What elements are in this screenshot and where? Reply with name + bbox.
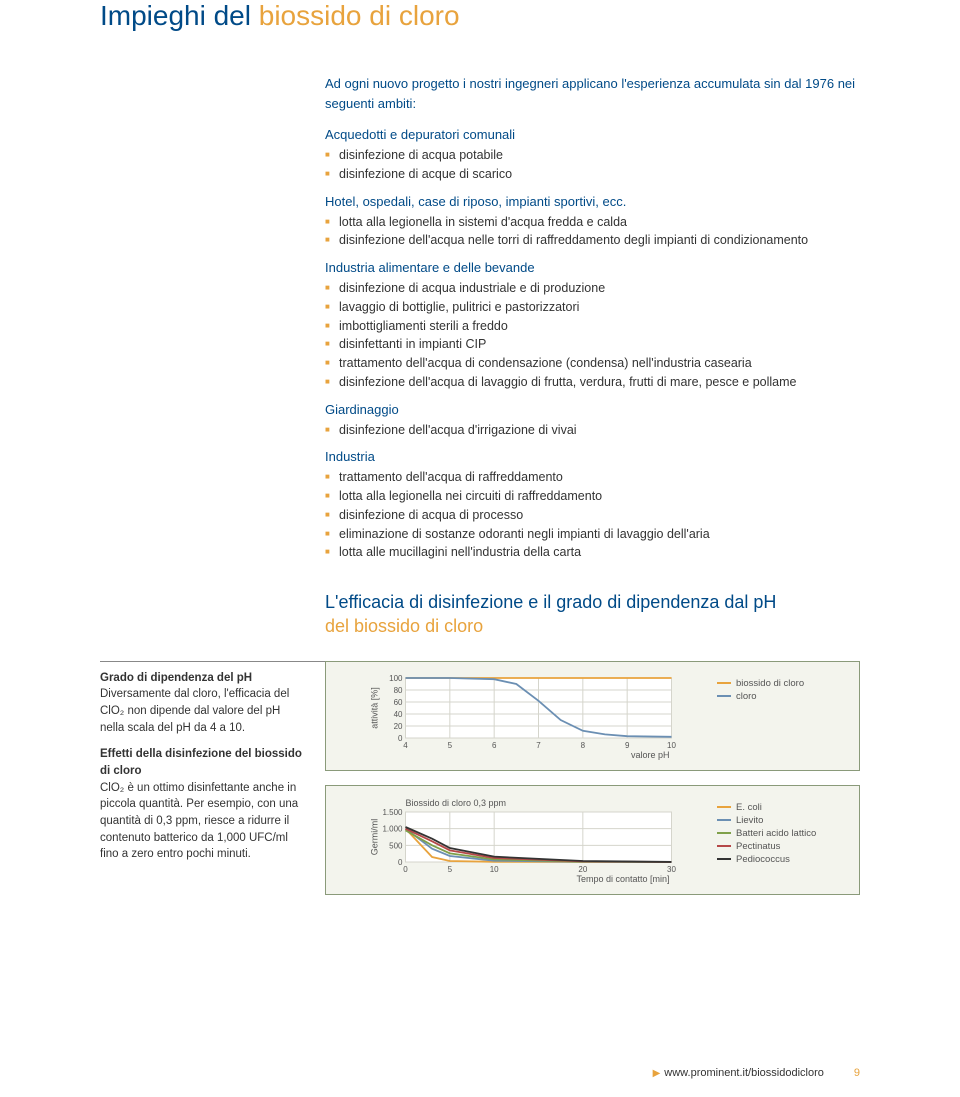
title-part-a: Impieghi del	[100, 0, 259, 31]
legend-label: Pediococcus	[736, 854, 790, 865]
legend-label: Pectinatus	[736, 841, 780, 852]
section-heading: Hotel, ospedali, case di riposo, impiant…	[325, 194, 860, 209]
svg-text:60: 60	[394, 698, 403, 707]
list-item: lotta alla legionella nei circuiti di ra…	[325, 487, 860, 506]
title-part-b: biossido di cloro	[259, 0, 460, 31]
sidebar-p1: Diversamente dal cloro, l'efficacia del …	[100, 688, 289, 733]
list-item: disinfezione dell'acqua di lavaggio di f…	[325, 373, 860, 392]
list-item: trattamento dell'acqua di condensazione …	[325, 354, 860, 373]
svg-text:4: 4	[403, 741, 408, 750]
svg-text:10: 10	[667, 741, 676, 750]
section-list: disinfezione dell'acqua d'irrigazione di…	[325, 421, 860, 440]
list-item: lotta alle mucillagini nell'industria de…	[325, 543, 860, 562]
list-item: imbottigliamenti sterili a freddo	[325, 317, 860, 336]
intro-text: Ad ogni nuovo progetto i nostri ingegner…	[325, 74, 860, 113]
legend-item: Pectinatus	[717, 841, 849, 852]
sections-container: Acquedotti e depuratori comunali disinfez…	[325, 127, 860, 562]
legend-label: cloro	[736, 691, 757, 702]
svg-text:8: 8	[581, 741, 586, 750]
legend-label: Batteri acido lattico	[736, 828, 816, 839]
svg-text:100: 100	[389, 674, 403, 683]
svg-text:80: 80	[394, 686, 403, 695]
page-title: Impieghi del biossido di cloro	[100, 0, 860, 32]
chart2-legend: E. coli Lievito Batteri acido lattico Pecti…	[709, 796, 849, 884]
svg-text:5: 5	[448, 741, 453, 750]
svg-text:0: 0	[403, 865, 408, 874]
legend-swatch	[717, 806, 731, 808]
svg-text:Germi/ml: Germi/ml	[370, 818, 380, 855]
chart2-plot: Biossido di cloro 0,3 ppm05001.0001.5000…	[336, 796, 709, 884]
chart1-plot: 02040608010045678910attività [%]valore p…	[336, 672, 709, 760]
svg-text:6: 6	[492, 741, 497, 750]
sidebar-column: Grado di dipendenza del pH Diversamente …	[100, 661, 325, 909]
legend-swatch	[717, 819, 731, 821]
page-footer: ▶ www.prominent.it/biossidodicloro 9	[653, 1067, 860, 1079]
legend-label: biossido di cloro	[736, 678, 804, 689]
footer-triangle-icon: ▶	[653, 1068, 661, 1079]
svg-text:valore pH: valore pH	[631, 750, 670, 760]
list-item: disinfezione di acqua potabile	[325, 146, 860, 165]
list-item: trattamento dell'acqua di raffreddamento	[325, 468, 860, 487]
list-item: lotta alla legionella in sistemi d'acqua…	[325, 213, 860, 232]
svg-text:1.000: 1.000	[382, 824, 403, 833]
list-item: disinfezione di acque di scarico	[325, 165, 860, 184]
section-heading: Industria alimentare e delle bevande	[325, 260, 860, 275]
list-item: disinfezione di acqua di processo	[325, 506, 860, 525]
svg-text:1.500: 1.500	[382, 808, 403, 817]
subhead-a: L'efficacia di disinfezione e il grado d…	[325, 592, 776, 612]
subhead-b: del biossido di cloro	[325, 616, 483, 636]
svg-text:attività [%]: attività [%]	[370, 687, 380, 729]
legend-item: cloro	[717, 691, 849, 702]
svg-text:7: 7	[536, 741, 541, 750]
svg-text:Biossido di cloro 0,3 ppm: Biossido di cloro 0,3 ppm	[406, 798, 507, 808]
section-heading: Acquedotti e depuratori comunali	[325, 127, 860, 142]
legend-item: Pediococcus	[717, 854, 849, 865]
svg-text:9: 9	[625, 741, 630, 750]
legend-label: Lievito	[736, 815, 763, 826]
section-list: trattamento dell'acqua di raffreddamento…	[325, 468, 860, 562]
svg-text:Tempo di contatto [min]: Tempo di contatto [min]	[576, 874, 669, 884]
legend-swatch	[717, 858, 731, 860]
legend-swatch	[717, 845, 731, 847]
efficacy-heading: L'efficacia di disinfezione e il grado d…	[325, 590, 860, 639]
svg-text:20: 20	[394, 722, 403, 731]
svg-text:40: 40	[394, 710, 403, 719]
section-list: disinfezione di acqua potabiledisinfezio…	[325, 146, 860, 184]
footer-link: www.prominent.it/biossidodicloro	[664, 1067, 824, 1079]
legend-label: E. coli	[736, 802, 762, 813]
legend-item: biossido di cloro	[717, 678, 849, 689]
svg-text:5: 5	[448, 865, 453, 874]
sidebar-p2-head: Effetti della disinfezione del biossido …	[100, 748, 302, 777]
svg-text:30: 30	[667, 865, 676, 874]
sidebar-p1-head: Grado di dipendenza del pH	[100, 672, 252, 684]
legend-item: Batteri acido lattico	[717, 828, 849, 839]
section-list: disinfezione di acqua industriale e di p…	[325, 279, 860, 392]
svg-text:20: 20	[578, 865, 587, 874]
list-item: disinfettanti in impianti CIP	[325, 335, 860, 354]
svg-text:10: 10	[490, 865, 499, 874]
page-number: 9	[854, 1067, 860, 1079]
section-heading: Industria	[325, 449, 860, 464]
legend-item: Lievito	[717, 815, 849, 826]
legend-swatch	[717, 832, 731, 834]
list-item: disinfezione di acqua industriale e di p…	[325, 279, 860, 298]
section-heading: Giardinaggio	[325, 402, 860, 417]
chart-contact-time: Biossido di cloro 0,3 ppm05001.0001.5000…	[325, 785, 860, 895]
list-item: disinfezione dell'acqua d'irrigazione di…	[325, 421, 860, 440]
chart1-legend: biossido di cloro cloro	[709, 672, 849, 760]
legend-swatch	[717, 695, 731, 697]
list-item: lavaggio di bottiglie, pulitrici e pasto…	[325, 298, 860, 317]
section-list: lotta alla legionella in sistemi d'acqua…	[325, 213, 860, 251]
chart-ph-dependence: 02040608010045678910attività [%]valore p…	[325, 661, 860, 771]
list-item: eliminazione di sostanze odoranti negli …	[325, 525, 860, 544]
legend-swatch	[717, 682, 731, 684]
legend-item: E. coli	[717, 802, 849, 813]
list-item: disinfezione dell'acqua nelle torri di r…	[325, 231, 860, 250]
svg-text:500: 500	[389, 841, 403, 850]
sidebar-p2: ClO₂ è un ottimo disinfettante anche in …	[100, 782, 298, 861]
